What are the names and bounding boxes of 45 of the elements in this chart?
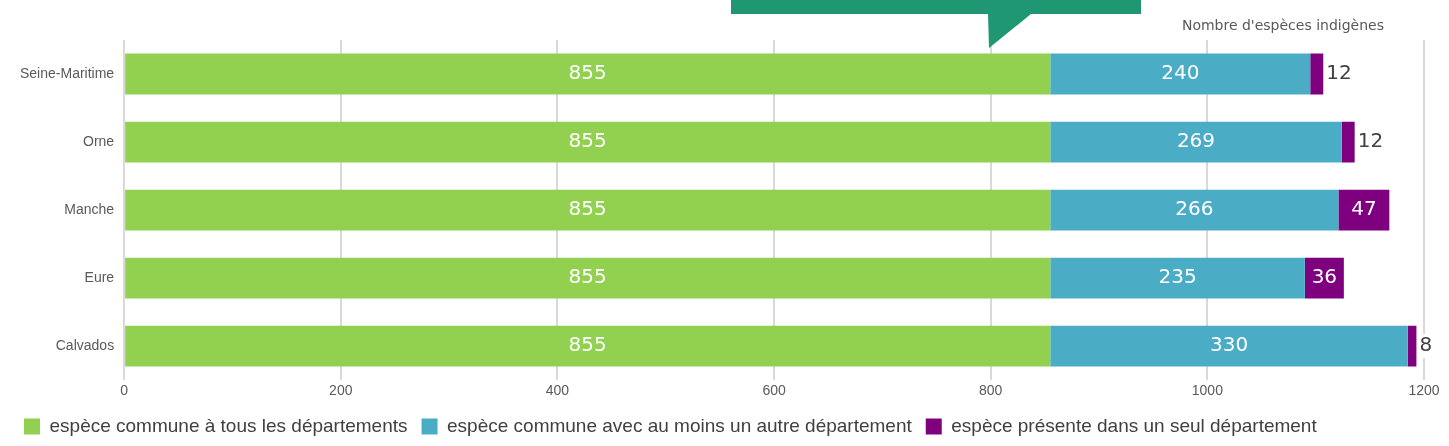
data-label: 855 — [568, 60, 607, 85]
data-label: 240 — [1161, 60, 1200, 85]
legend-label: espèce présente dans un seul département — [951, 414, 1318, 436]
bar — [1050, 121, 1342, 163]
legend-label: espèce commune à tous les départements — [49, 414, 408, 436]
data-label: 8 — [1419, 332, 1433, 357]
bar — [1050, 189, 1339, 231]
bar — [1310, 53, 1324, 95]
y-tick-label: Eure — [84, 269, 115, 285]
bar — [125, 325, 1051, 367]
data-label: 47 — [1351, 196, 1377, 221]
x-tick-label: 400 — [545, 382, 570, 399]
data-label: 266 — [1175, 196, 1214, 221]
data-label: 12 — [1357, 128, 1384, 153]
bar — [1050, 53, 1311, 95]
y-tick-label: Orne — [83, 132, 115, 149]
data-label: 36 — [1311, 264, 1338, 289]
x-tick-label: 0 — [120, 382, 129, 399]
y-tick-label: Calvados — [55, 337, 115, 354]
bar — [125, 121, 1051, 163]
bar — [1341, 121, 1355, 163]
bar — [125, 189, 1051, 231]
data-label: 855 — [568, 128, 607, 153]
y-tick-label: Seine-Maritime — [20, 64, 115, 81]
x-axis-title: Nombre d'espèces indigènes — [1181, 16, 1384, 33]
data-label: 855 — [568, 264, 607, 289]
data-label: 330 — [1209, 332, 1249, 357]
data-label: 269 — [1176, 128, 1216, 153]
bar — [1338, 189, 1390, 231]
data-label: 235 — [1158, 264, 1197, 289]
x-tick-label: 200 — [329, 382, 353, 399]
bar — [1407, 325, 1417, 367]
legend-label: espèce commune avec au moins un autre département — [447, 414, 913, 436]
x-tick-label: 800 — [979, 382, 1003, 399]
x-tick-label: 1000 — [1191, 382, 1224, 399]
x-tick-label: 1200 — [1408, 382, 1440, 399]
data-label: 855 — [568, 332, 607, 357]
data-label: 12 — [1326, 60, 1352, 85]
x-tick-label: 600 — [762, 382, 786, 399]
bar — [1050, 257, 1305, 299]
bar — [1050, 325, 1408, 367]
data-label: 855 — [568, 196, 607, 221]
bar — [125, 53, 1051, 95]
y-tick-label: Manche — [64, 200, 115, 217]
bar — [125, 257, 1051, 299]
